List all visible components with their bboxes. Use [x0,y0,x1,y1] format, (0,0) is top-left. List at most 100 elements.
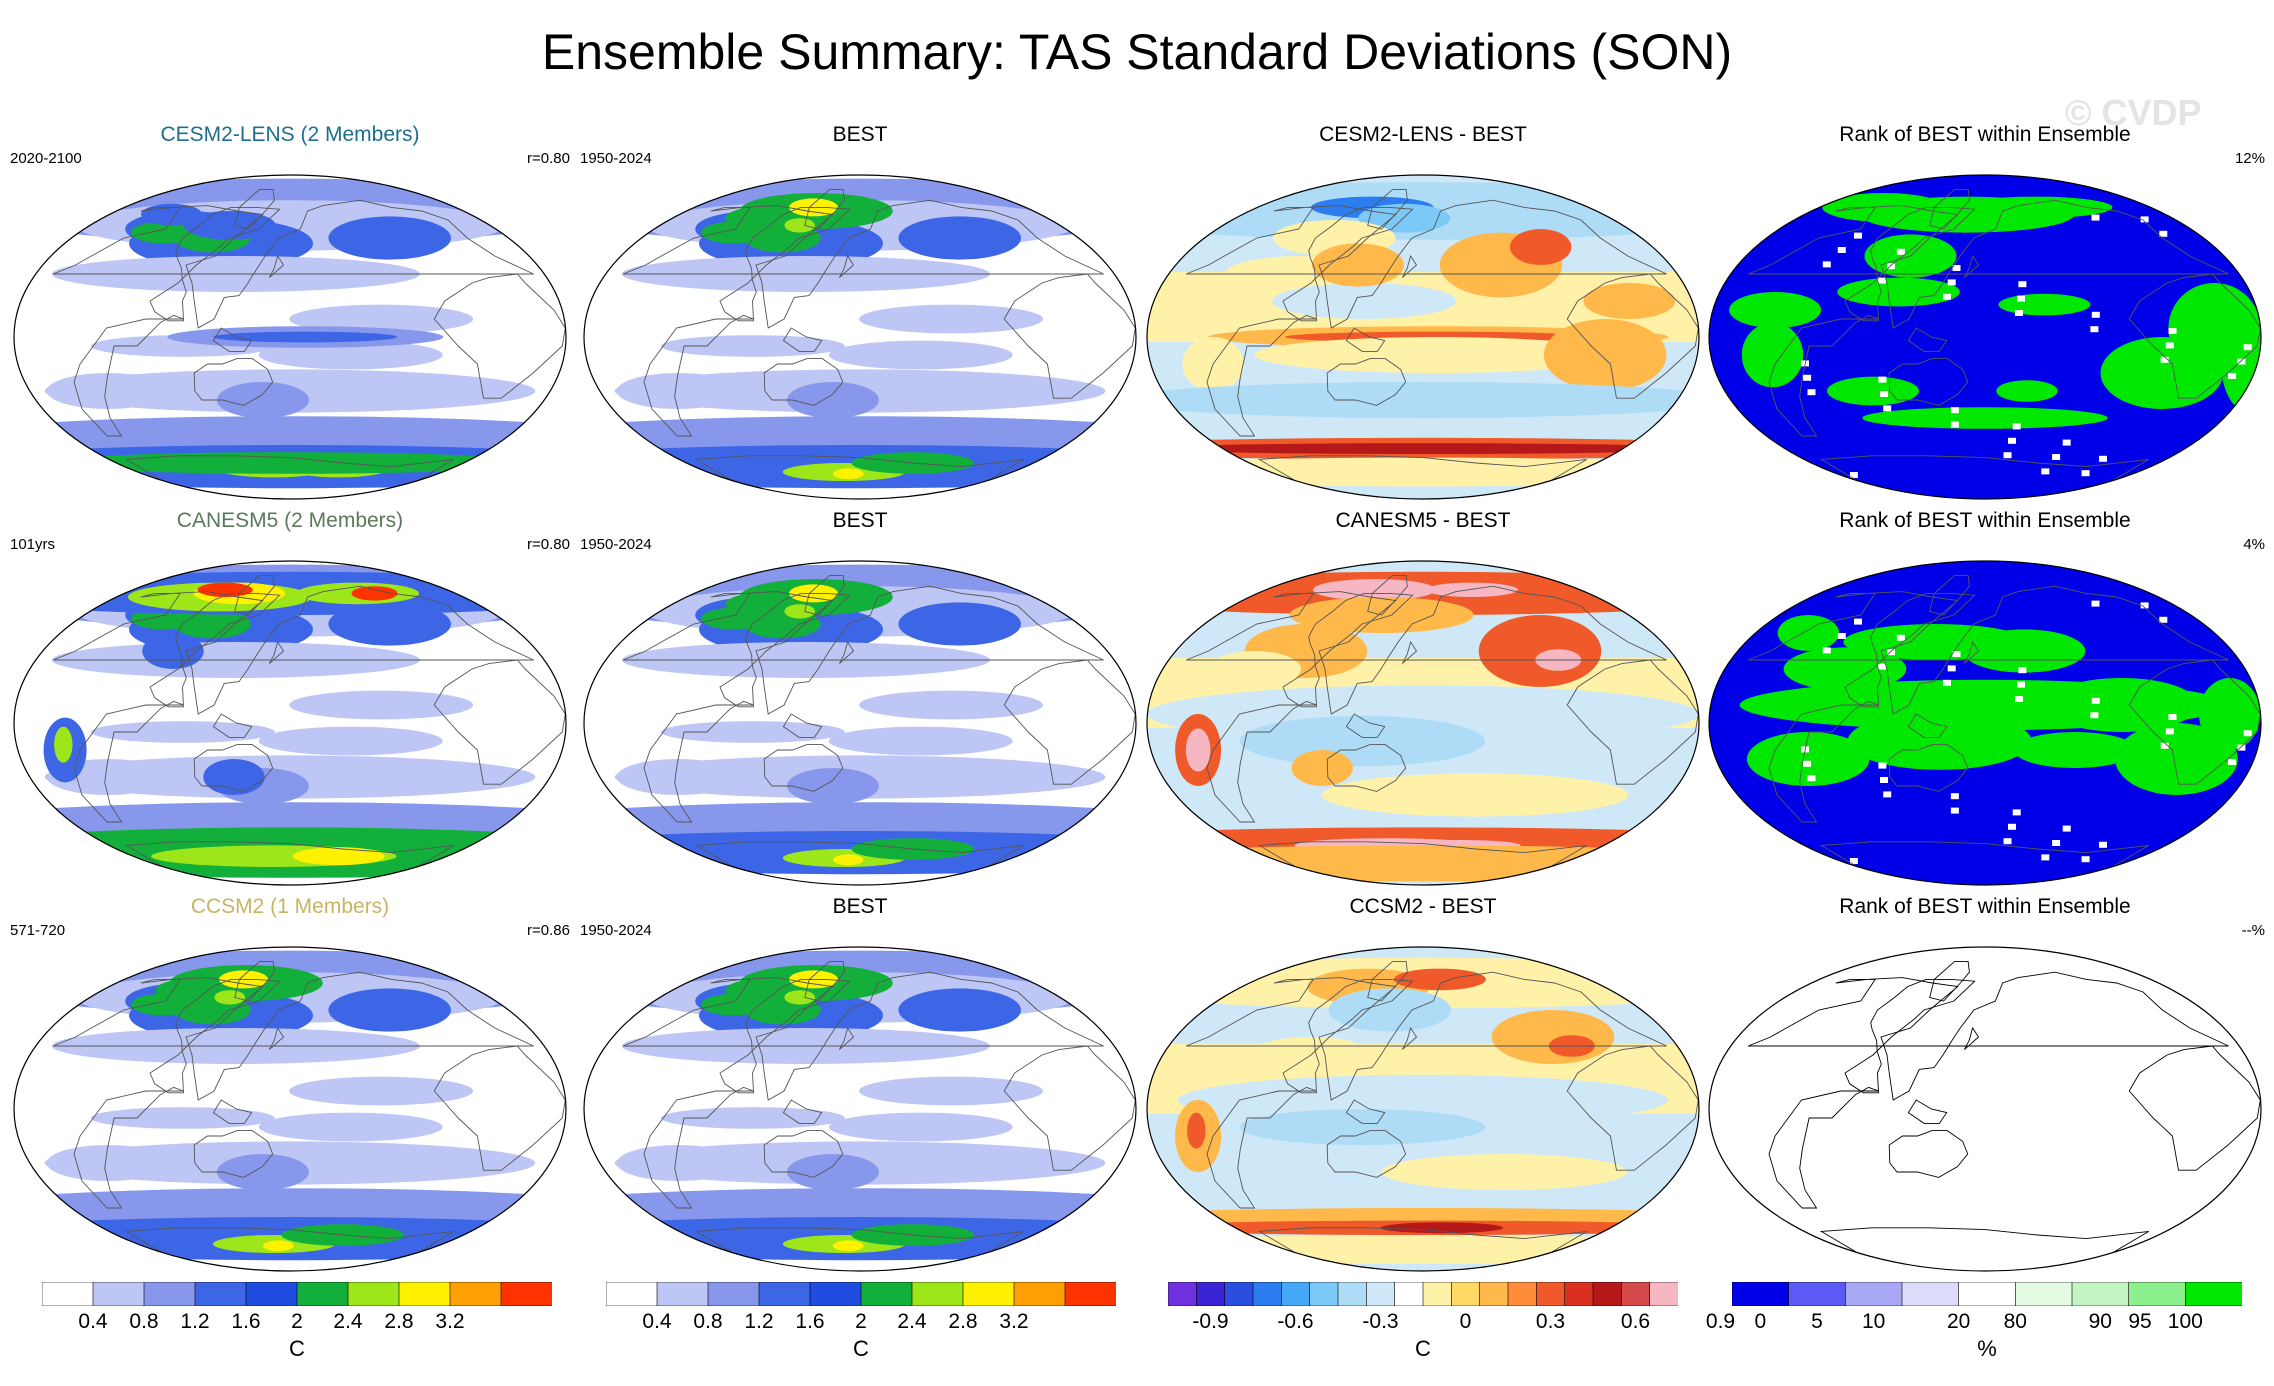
field-contour [203,759,265,795]
coastline-australia [193,358,274,406]
rank-white-cell [2012,809,2021,816]
colorbar-swatch [707,1282,760,1306]
field-contour [289,304,474,334]
colorbar-swatch [1366,1282,1396,1306]
colorbar-swatch [1224,1282,1254,1306]
colorbar-swatch [1536,1282,1566,1306]
panel-rank-row1: Rank of BEST within Ensemble 12% [1705,122,2265,502]
field-contour [1583,283,1676,319]
rank-white-cell [1950,407,1959,414]
panel-title-rank-row1: Rank of BEST within Ensemble [1839,123,2131,146]
field-contour [1783,647,1907,691]
colorbar-swatch [398,1282,451,1306]
coastline-japan [1964,1026,1980,1050]
colorbar-swatch [1394,1282,1424,1306]
colorbar-swatch [347,1282,400,1306]
field-contour [786,1154,879,1190]
colorbar-swatch [1621,1282,1651,1306]
panel-rank-percent: 4% [2243,536,2265,553]
field-contour [289,1076,474,1106]
field-contour [216,382,309,418]
colorbar-swatch [1507,1282,1537,1306]
coastline-greenland [234,574,275,616]
coastline-japan [1964,640,1980,664]
coastline-namerica [1282,592,1414,708]
map-obs-row1 [583,174,1137,500]
field-contour [258,726,443,756]
rank-white-cell [2165,728,2174,735]
rank-white-cell [2228,759,2237,765]
rank-white-cell [2140,216,2149,223]
panel-rank-percent: 12% [2234,150,2265,167]
colorbar-tick-label: 80 [2003,1310,2027,1333]
colorbar-swatches [1168,1282,1678,1306]
panel-title-diff-row2: CANESM5 - BEST [1335,509,1511,532]
colorbar-tick-label: -0.6 [1277,1310,1314,1333]
coastline-eurasia [1748,199,2229,329]
field-contour [616,1145,740,1181]
field-contour [1313,579,1436,601]
colorbar-swatch [245,1282,298,1306]
field-contour [859,690,1044,720]
colorbar-tick-label: 0.4 [78,1310,108,1333]
field-contour [786,382,879,418]
coastline-africa [433,659,566,785]
colorbar-tick-label: 0.9 [1705,1310,1736,1333]
rank-white-cell [2062,825,2071,832]
colorbar-swatch [1196,1282,1226,1306]
coastline-africa [1003,659,1136,785]
panel-obs-row3: BEST 1950-2024 [580,894,1140,1274]
colorbar-swatches [42,1282,552,1306]
rank-white-cell [1877,277,1886,284]
coastline-africa [433,273,566,399]
colorbar-unit: % [1977,1336,1997,1361]
field-contour [2013,732,2137,768]
coastline-africa [433,1045,566,1171]
rank-white-cell [2003,838,2012,845]
rank-white-cell [1854,232,1862,239]
field-contour [214,990,245,1005]
panel-rank-row2: Rank of BEST within Ensemble 4% [1705,508,2265,888]
map-model-row1 [13,174,567,500]
rank-white-cell [1878,376,1887,383]
colorbar-tick-label: 95 [2128,1310,2152,1333]
panel-title-model-row3: CCSM2 (1 Members) [190,895,390,918]
field-contour [2044,678,2199,732]
field-contour [1827,376,1919,406]
colorbar-swatch [1309,1282,1339,1306]
rank-white-cell [2081,470,2090,477]
rank-white-cell [2018,281,2027,288]
rank-white-cell [2041,468,2050,475]
coastline-samerica [1768,314,1879,437]
colorbar-swatch [809,1282,862,1306]
colorbar-tick-label: 0.4 [642,1310,672,1333]
cvdp-watermark: © CVDP [2065,92,2202,133]
coastline-australia [1326,1130,1407,1178]
field-contour [784,218,815,233]
colorbar-tick-label: 5 [1811,1310,1823,1333]
coastline-australia [1326,358,1407,406]
panel-model-row2: CANESM5 (2 Members) 101yrs r=0.80 [10,508,570,888]
panel-title-rank-row3: Rank of BEST within Ensemble [1839,895,2131,918]
rank-white-cell [1883,791,1892,798]
colorbar-swatch [962,1282,1015,1306]
rank-white-cell [1952,651,1961,657]
rank-white-cell [2015,310,2023,316]
panel-title-obs-row2: BEST [832,509,888,532]
field-contour [833,1240,864,1252]
coastline-greenland [804,960,845,1002]
coastline-indonesia [1907,1099,1948,1124]
coastline-eurasia [623,199,1104,329]
rank-white-cell [2017,681,2025,688]
field-contour [46,1145,170,1181]
coastline-namerica [149,978,281,1094]
field-contour [1239,1109,1485,1145]
field-contour [828,340,1013,370]
rank-white-cell [2140,602,2149,609]
field-contour [1321,773,1629,817]
map-rank-row2 [1708,560,2262,886]
colorbar-tick-label: 3.2 [435,1310,465,1333]
coastline-japan [839,640,855,664]
rank-white-cell [1807,775,1816,782]
field-contour [2199,678,2261,750]
